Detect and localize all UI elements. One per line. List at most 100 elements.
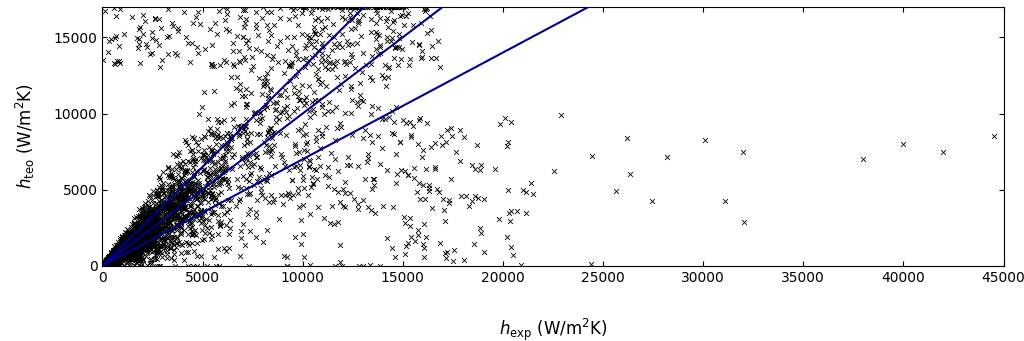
Point	[109, 250, 125, 255]
Point	[102, 258, 119, 264]
Point	[237, 123, 253, 129]
Point	[368, 4, 384, 10]
Point	[153, 202, 169, 207]
Point	[119, 226, 135, 232]
Point	[102, 254, 119, 260]
Point	[109, 256, 125, 261]
Point	[94, 263, 111, 268]
Point	[116, 236, 132, 241]
Point	[122, 253, 138, 259]
Point	[135, 226, 152, 232]
Point	[151, 223, 167, 228]
Point	[140, 241, 157, 247]
Point	[133, 230, 150, 236]
Point	[97, 262, 114, 267]
Point	[238, 128, 254, 134]
Point	[150, 249, 166, 254]
Point	[153, 225, 169, 231]
Point	[116, 241, 132, 247]
Point	[375, 4, 391, 10]
Point	[117, 237, 133, 242]
Point	[101, 258, 118, 264]
Point	[118, 251, 134, 256]
Point	[125, 237, 141, 243]
Point	[181, 59, 198, 65]
Point	[169, 203, 185, 208]
Point	[105, 255, 122, 260]
Point	[108, 13, 124, 19]
Point	[96, 263, 113, 268]
Point	[351, 93, 368, 98]
Point	[365, 139, 381, 145]
Point	[145, 220, 162, 225]
Point	[161, 216, 177, 222]
Point	[118, 252, 134, 257]
Point	[322, 32, 338, 38]
Point	[99, 257, 116, 263]
Point	[113, 249, 129, 254]
Point	[102, 258, 119, 264]
Point	[96, 262, 113, 267]
Point	[306, 30, 323, 35]
Point	[131, 234, 147, 239]
Point	[100, 256, 117, 262]
Point	[131, 234, 147, 239]
Point	[144, 231, 161, 236]
Point	[343, 4, 359, 10]
Point	[184, 155, 201, 161]
Point	[106, 261, 123, 266]
Point	[98, 258, 115, 263]
Point	[429, 187, 445, 192]
Point	[133, 210, 150, 216]
Point	[177, 239, 194, 244]
Point	[364, 61, 380, 67]
Point	[345, 4, 361, 10]
Point	[411, 42, 427, 48]
Point	[102, 254, 119, 260]
Point	[349, 202, 366, 207]
Point	[240, 101, 256, 107]
Point	[111, 251, 127, 256]
Point	[144, 229, 161, 235]
Point	[172, 226, 188, 231]
Point	[98, 258, 115, 264]
Point	[418, 6, 434, 12]
Point	[313, 131, 330, 136]
Point	[445, 258, 462, 264]
Point	[168, 52, 184, 57]
Point	[329, 125, 345, 131]
Point	[162, 219, 178, 225]
Point	[337, 204, 353, 210]
Point	[242, 172, 258, 177]
Point	[170, 204, 186, 209]
Point	[242, 140, 258, 145]
Point	[225, 40, 242, 46]
Point	[138, 216, 155, 221]
Point	[152, 215, 168, 220]
Point	[369, 10, 385, 15]
Point	[180, 188, 197, 193]
Point	[123, 239, 139, 245]
Point	[349, 40, 366, 46]
Point	[120, 249, 136, 255]
Point	[106, 256, 123, 262]
Point	[94, 263, 111, 268]
Point	[131, 231, 147, 236]
Point	[164, 215, 180, 220]
Point	[159, 226, 175, 232]
Point	[142, 220, 159, 226]
Point	[138, 231, 155, 236]
Point	[109, 251, 125, 256]
Point	[112, 248, 128, 253]
Point	[102, 259, 119, 265]
Point	[256, 106, 272, 112]
Point	[209, 117, 225, 122]
Point	[120, 250, 136, 255]
Point	[175, 158, 191, 164]
Point	[159, 233, 175, 238]
Point	[97, 262, 114, 267]
Point	[129, 227, 145, 233]
Point	[94, 263, 111, 269]
Point	[411, 42, 427, 47]
Point	[105, 255, 122, 261]
